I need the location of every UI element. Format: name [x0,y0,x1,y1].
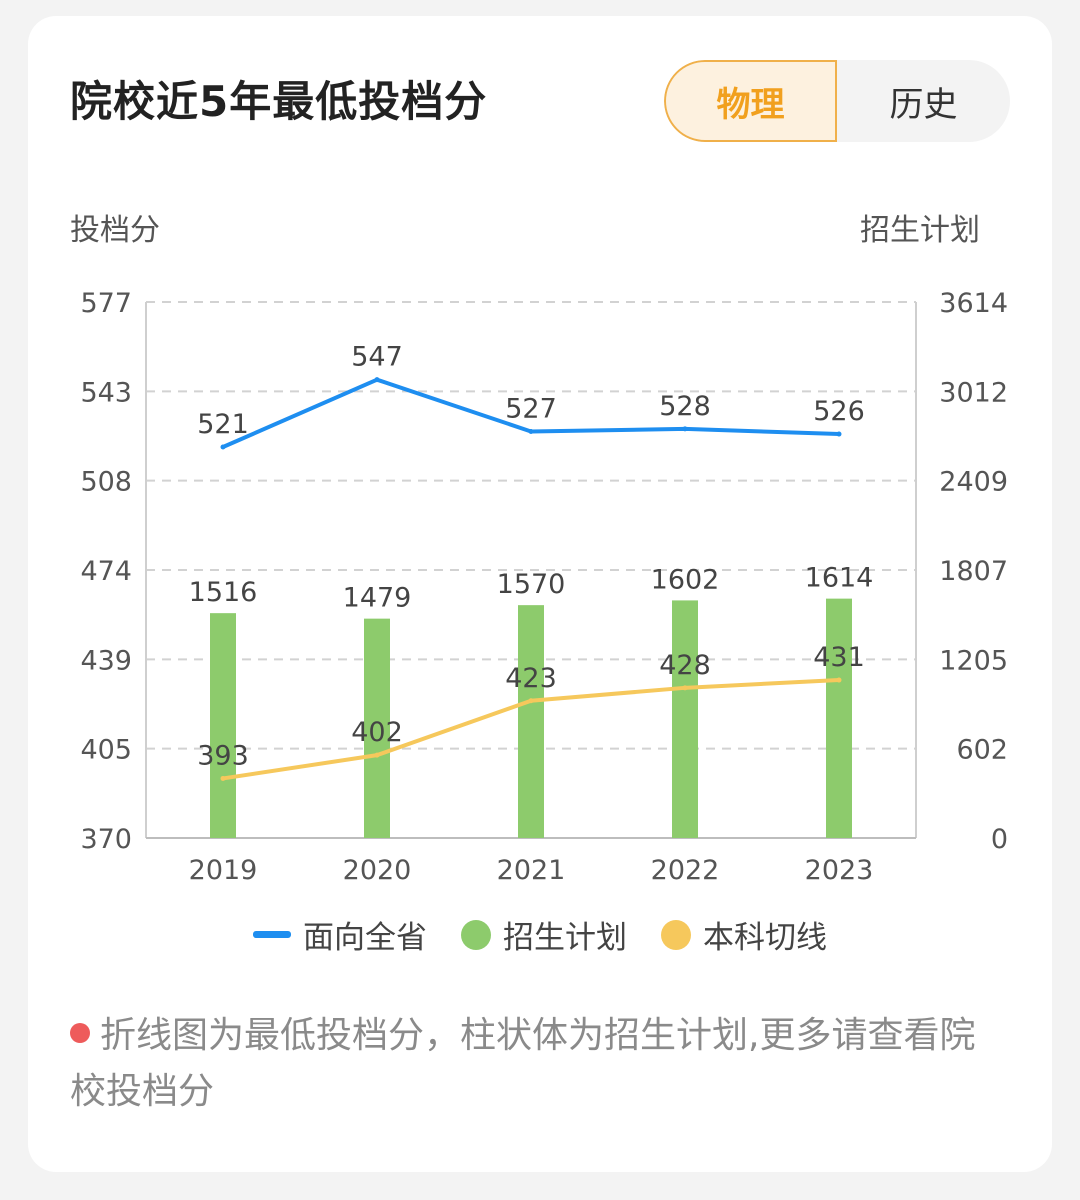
bar-value-label: 1602 [651,564,720,595]
legend-label: 本科切线 [703,920,827,956]
bar-value-label: 1570 [497,569,566,600]
left-axis-tick-label: 543 [80,377,132,408]
bars [210,598,852,838]
line-value-label: 431 [813,642,865,673]
right-axis-tick-label: 602 [956,735,1008,766]
footnote-text: 折线图为最低投档分，柱状体为招生计划,更多请查看院校投档分 [70,1015,976,1112]
line-point [528,428,534,434]
line-value-label: 526 [813,396,865,427]
left-axis-tick-label: 439 [80,645,132,676]
line-value-label: 428 [659,650,711,681]
line-point [374,377,380,383]
bar-enrollment-plan [672,600,698,838]
line-value-label: 528 [659,391,711,422]
x-axis-tick-label: 2019 [189,855,258,886]
line-point [682,685,688,691]
left-axis-tick-label: 370 [80,824,132,855]
x-axis-tick-label: 2020 [343,855,412,886]
line-value-label: 393 [197,740,249,771]
line-point [682,426,688,432]
tab-physics[interactable]: 物理 [664,60,837,142]
combo-chart: 投档分 招生计划 577 3614 543 3012 508 2409 474 1807 439… [70,213,1008,886]
legend-line-swatch [253,931,291,938]
left-axis-tick-label: 508 [80,467,132,498]
left-axis-tick-label: 474 [80,556,132,587]
legend-dot-swatch [461,919,491,950]
tab-history[interactable]: 历史 [889,84,958,125]
legend-item-plan[interactable]: 招生计划 [461,912,627,957]
line-value-label: 402 [351,717,403,748]
right-axis-tick-label: 3012 [939,377,1008,408]
right-axis-tick-label: 0 [991,824,1008,855]
subject-toggle: 物理 历史 [664,60,1010,142]
lines [220,377,842,781]
line-value-label: 527 [505,393,557,424]
line-point [374,752,380,758]
right-axis-title: 招生计划 [860,213,980,248]
bar-enrollment-plan [826,598,852,838]
bar-value-label: 1614 [805,563,874,594]
legend-item-province[interactable]: 面向全省 [253,912,427,957]
legend-item-cutoff[interactable]: 本科切线 [661,912,827,957]
line-point [528,698,534,704]
right-axis-tick-label: 1807 [939,556,1008,587]
bar-value-label: 1516 [189,577,258,608]
line-point [220,444,226,450]
card-title: 院校近5年最低投档分 [70,77,488,126]
line-value-label: 547 [351,342,403,373]
right-axis-tick-label: 2409 [939,467,1008,498]
x-axis-tick-label: 2022 [651,855,720,886]
chart-card: 院校近5年最低投档分 物理 历史 投档分 招生计划 577 3614 543 3012… [28,16,1052,1172]
left-axis-tick-label: 405 [80,735,132,766]
bar-enrollment-plan [210,613,236,838]
x-axis-tick-label: 2021 [497,855,566,886]
data-labels: 1516 1479 1570 1602 1614 521 547 527 528 526 393 40… [189,342,874,772]
bar-enrollment-plan [518,605,544,838]
x-axis-tick-label: 2023 [805,855,874,886]
line-value-label: 423 [505,663,557,694]
legend-label: 面向全省 [303,920,427,956]
line-point [220,775,226,781]
bullet-dot-icon [70,1023,90,1043]
left-axis-tick-label: 577 [80,288,132,319]
left-axis-title: 投档分 [70,213,160,248]
right-axis-tick-label: 3614 [939,288,1008,319]
line-point [836,677,842,683]
legend-label: 招生计划 [503,920,627,956]
footnote: 折线图为最低投档分，柱状体为招生计划,更多请查看院校投档分 [70,1008,1010,1120]
right-axis-tick-label: 1205 [939,645,1008,676]
bar-value-label: 1479 [343,583,412,614]
axes: 577 3614 543 3012 508 2409 474 1807 439 1205 405 60… [80,288,1008,886]
line-point [836,431,842,437]
bar-enrollment-plan [364,618,390,838]
legend-dot-swatch [661,919,691,950]
chart-legend: 面向全省 招生计划 本科切线 [28,912,1052,957]
line-value-label: 521 [197,409,249,440]
